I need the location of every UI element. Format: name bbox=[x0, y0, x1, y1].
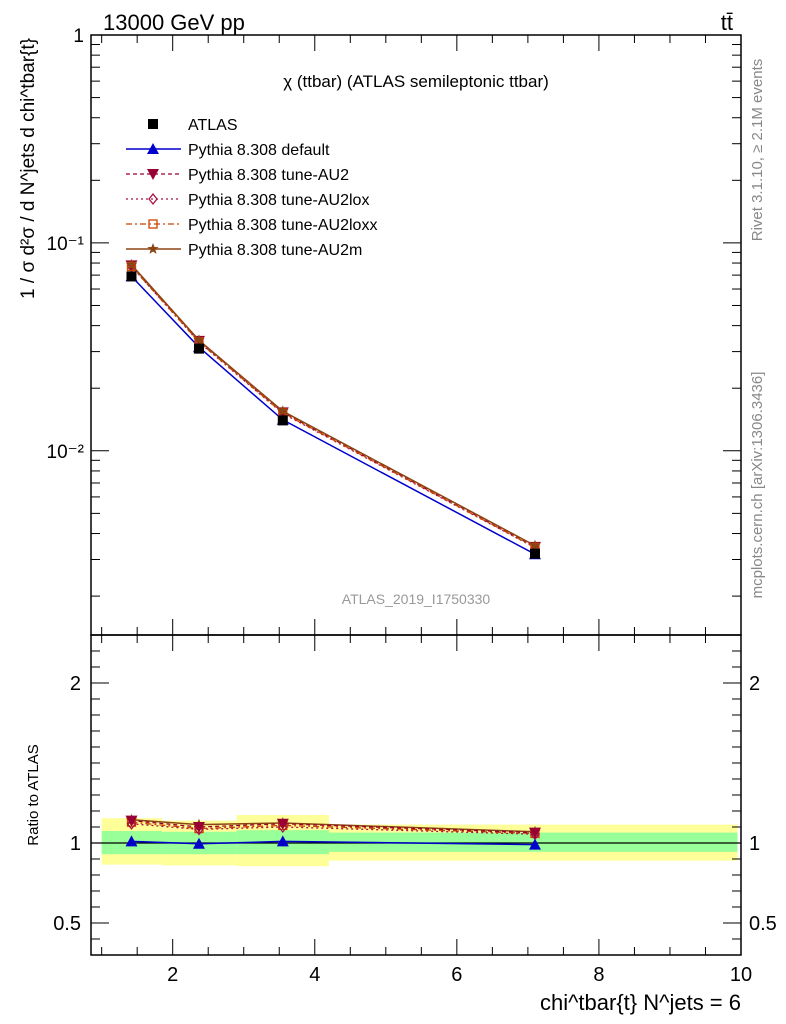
main-line-au2 bbox=[131, 264, 536, 548]
main-ylabel: 1 / σ d²σ / d N^jets d chi^tbar{t} bbox=[18, 38, 39, 299]
legend-label-default: Pythia 8.308 default bbox=[188, 142, 330, 159]
ratio-bands-layer bbox=[91, 815, 741, 867]
ratio-line-default bbox=[131, 840, 536, 846]
legend-label-atlas: ATLAS bbox=[188, 117, 238, 134]
ratio-series-layer bbox=[125, 813, 541, 850]
xtick-label: 6 bbox=[451, 964, 462, 986]
ratio-point-au2lox bbox=[126, 817, 137, 830]
main-point-au2m bbox=[125, 258, 138, 270]
energy-label: 13000 GeV pp bbox=[103, 10, 245, 35]
main-line-au2m bbox=[130, 264, 536, 547]
ratio-point-default bbox=[528, 838, 541, 850]
main-ytick-label: 10⁻¹ bbox=[47, 234, 85, 255]
xtick-label: 8 bbox=[593, 964, 604, 986]
main-point-atlas bbox=[126, 271, 137, 282]
main-point-atlas bbox=[193, 343, 204, 354]
ratio-ticks: 0.5 0.5 1 1 2 2 2 4 6 8 10 bbox=[53, 635, 777, 986]
main-line-au2lox bbox=[131, 266, 536, 549]
mcplots-label: mcplots.cern.ch [arXiv:1306.3436] bbox=[749, 372, 766, 599]
main-title: χ (ttbar) (ATLAS semileptonic ttbar) bbox=[283, 72, 549, 91]
ratio-ytick-label-right: 2 bbox=[749, 673, 760, 695]
main-series-layer bbox=[125, 258, 541, 560]
ratio-frame bbox=[90, 634, 742, 956]
ratio-point-default bbox=[125, 835, 138, 847]
legend-label-au2loxx: Pythia 8.308 tune-AU2loxx bbox=[188, 217, 377, 234]
ratio-point-au2lox bbox=[277, 820, 288, 834]
main-panel: 1 10⁻¹ 10⁻² χ (ttbar) (ATLAS semileptonic … bbox=[18, 26, 742, 636]
legend-marker-default bbox=[147, 143, 159, 154]
ratio-point-au2 bbox=[192, 822, 205, 833]
rivet-label: Rivet 3.1.10, ≥ 2.1M events bbox=[749, 59, 766, 242]
legend-marker-atlas bbox=[148, 119, 158, 129]
main-point-atlas bbox=[277, 415, 288, 426]
xaxis-label: chi^tbar{t} N^jets = 6 bbox=[540, 990, 741, 1015]
ratio-point-au2 bbox=[528, 827, 541, 839]
ratio-line-au2loxx bbox=[131, 821, 536, 835]
main-point-au2m bbox=[529, 539, 541, 551]
legend-label-au2m: Pythia 8.308 tune-AU2m bbox=[188, 242, 362, 259]
legend-marker-au2loxx bbox=[148, 219, 158, 229]
xtick-label: 10 bbox=[730, 964, 752, 986]
main-line-default bbox=[130, 275, 536, 555]
ratio-ytick-label-right: 0.5 bbox=[749, 913, 777, 935]
ratio-ytick-label: 1 bbox=[70, 833, 81, 855]
main-ytick-label: 1 bbox=[73, 26, 84, 47]
main-point-atlas bbox=[529, 548, 540, 559]
ratio-point-default bbox=[276, 835, 289, 847]
ratio-panel: 0.5 0.5 1 1 2 2 2 4 6 8 10 Ratio to ATLAS chi^tbar… bbox=[25, 634, 777, 1015]
main-point-au2m bbox=[193, 334, 205, 346]
ratio-ytick-label: 0.5 bbox=[53, 913, 81, 935]
ratio-ytick-label-right: 1 bbox=[749, 833, 760, 855]
ratio-point-au2 bbox=[125, 815, 138, 827]
legend-marker-au2m bbox=[147, 243, 159, 254]
xtick-label: 2 bbox=[167, 964, 178, 986]
legend-label-au2lox: Pythia 8.308 tune-AU2lox bbox=[188, 192, 369, 209]
xtick-label: 4 bbox=[309, 964, 320, 986]
analysis-id-label: ATLAS_2019_I1750330 bbox=[342, 591, 491, 607]
ratio-ytick-label: 2 bbox=[70, 673, 81, 695]
ratio-line-au2m bbox=[131, 819, 536, 833]
legend: ATLAS Pythia 8.308 default Pythia 8.308 tu… bbox=[126, 117, 377, 259]
ratio-ylabel: Ratio to ATLAS bbox=[25, 744, 42, 845]
main-line-au2loxx bbox=[131, 266, 536, 548]
main-ytick-label: 10⁻² bbox=[47, 442, 85, 463]
main-point-au2m bbox=[277, 405, 289, 417]
main-ticks: 1 10⁻¹ 10⁻² bbox=[47, 26, 742, 635]
ratio-point-au2 bbox=[276, 818, 289, 830]
process-label: tt̄ bbox=[721, 10, 733, 35]
legend-marker-au2 bbox=[147, 169, 159, 180]
legend-marker-au2lox bbox=[148, 192, 158, 206]
ratio-point-default bbox=[192, 837, 205, 849]
legend-label-au2: Pythia 8.308 tune-AU2 bbox=[188, 167, 349, 184]
